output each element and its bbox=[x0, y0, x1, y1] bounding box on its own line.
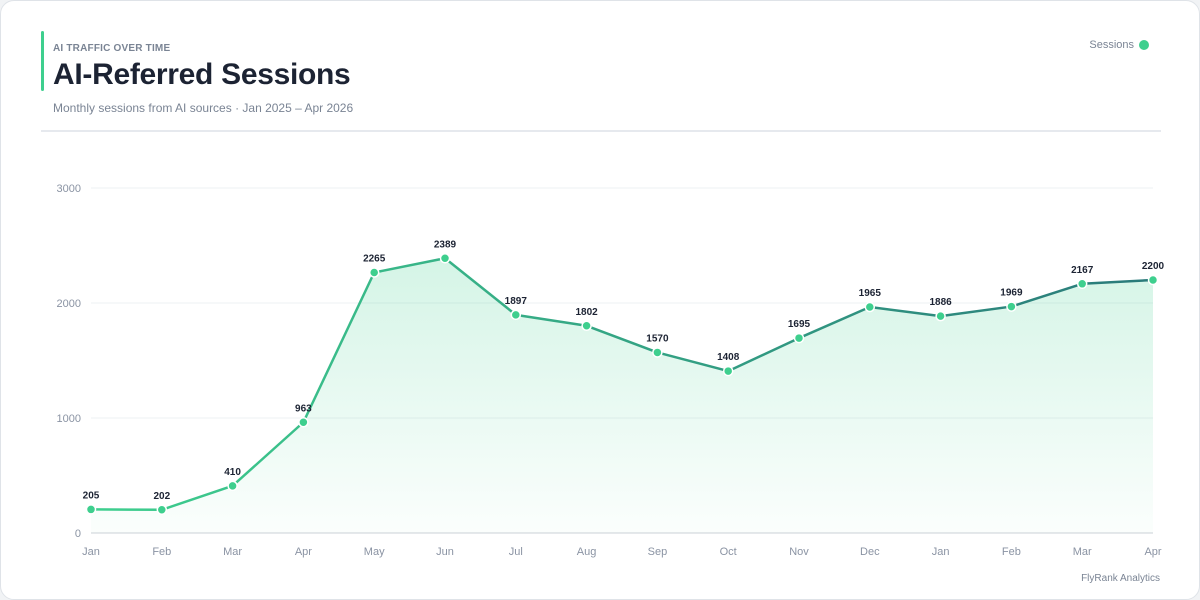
area-layer bbox=[91, 258, 1153, 533]
series-line-sessions bbox=[89, 257, 1155, 512]
chart-title: AI-Referred Sessions bbox=[53, 58, 351, 91]
data-label: 1802 bbox=[575, 307, 598, 318]
legend: Sessions bbox=[1089, 39, 1149, 51]
data-point[interactable] bbox=[1006, 301, 1017, 312]
x-tick-label: Jul bbox=[509, 546, 523, 558]
legend-swatch-sessions bbox=[1139, 40, 1149, 50]
data-label: 2167 bbox=[1071, 265, 1094, 276]
x-tick-label: Dec bbox=[860, 546, 880, 558]
data-label: 202 bbox=[153, 491, 170, 502]
data-point[interactable] bbox=[368, 267, 380, 278]
data-label: 1969 bbox=[1000, 288, 1023, 299]
data-point[interactable] bbox=[1147, 274, 1159, 286]
data-point[interactable] bbox=[864, 301, 876, 313]
x-tick-label: Jan bbox=[82, 546, 100, 558]
data-point[interactable] bbox=[793, 332, 805, 344]
data-point[interactable] bbox=[935, 310, 946, 322]
x-tick-label: Apr bbox=[295, 546, 312, 558]
data-label: 205 bbox=[83, 490, 100, 501]
x-tick-label: Feb bbox=[1002, 546, 1021, 558]
chart-eyebrow: AI TRAFFIC OVER TIME bbox=[53, 43, 171, 54]
x-tick-label: Oct bbox=[720, 546, 737, 558]
data-point[interactable] bbox=[510, 309, 522, 321]
x-tick-label: Aug bbox=[577, 546, 597, 558]
data-label: 1886 bbox=[929, 297, 952, 308]
data-label: 1897 bbox=[505, 296, 528, 307]
series-area-sessions bbox=[91, 258, 1153, 533]
x-tick-label: Jan bbox=[932, 546, 950, 558]
data-label: 963 bbox=[295, 403, 312, 414]
data-point[interactable] bbox=[722, 365, 734, 377]
data-label: 2265 bbox=[363, 254, 386, 265]
data-point[interactable] bbox=[227, 480, 238, 492]
footer-credit: FlyRank Analytics bbox=[1081, 573, 1160, 584]
data-label: 1695 bbox=[788, 319, 811, 330]
x-axis: Jan Feb Mar Apr May Jun Jul Aug Sep Oct Nov Dec Jan F… bbox=[82, 546, 1162, 558]
data-point[interactable] bbox=[439, 253, 451, 264]
data-label: 1408 bbox=[717, 352, 740, 363]
data-point[interactable] bbox=[85, 504, 97, 515]
x-tick-label: Feb bbox=[152, 546, 171, 558]
data-point[interactable] bbox=[1076, 278, 1088, 290]
data-label: 2200 bbox=[1142, 261, 1165, 272]
header-divider bbox=[41, 130, 1161, 132]
x-tick-label: Mar bbox=[1073, 546, 1092, 558]
y-tick-label: 2000 bbox=[57, 298, 81, 310]
line-layer bbox=[89, 257, 1155, 512]
x-tick-label: Jun bbox=[436, 546, 454, 558]
data-label: 2389 bbox=[434, 239, 457, 250]
legend-label-sessions: Sessions bbox=[1089, 39, 1134, 51]
data-label: 410 bbox=[224, 467, 241, 478]
point-layer bbox=[85, 253, 1159, 516]
x-tick-label: Nov bbox=[789, 546, 809, 558]
data-point[interactable] bbox=[581, 320, 592, 332]
label-layer: 205 202 410 963 2265 2389 1897 1802 1570 1408 1695… bbox=[83, 239, 1165, 502]
data-label: 1965 bbox=[859, 288, 882, 299]
x-tick-label: Sep bbox=[648, 546, 668, 558]
data-point[interactable] bbox=[298, 417, 309, 428]
data-label: 1570 bbox=[646, 333, 669, 344]
accent-bar bbox=[41, 31, 44, 91]
y-tick-label: 0 bbox=[75, 528, 81, 540]
chart-subtitle: Monthly sessions from AI sources · Jan 2… bbox=[53, 101, 354, 115]
y-tick-label: 3000 bbox=[57, 183, 81, 195]
x-tick-label: May bbox=[364, 546, 385, 558]
x-tick-label: Mar bbox=[223, 546, 242, 558]
data-point[interactable] bbox=[156, 504, 168, 516]
x-tick-label: Apr bbox=[1144, 546, 1161, 558]
data-point[interactable] bbox=[652, 347, 663, 358]
y-tick-label: 1000 bbox=[57, 413, 81, 425]
